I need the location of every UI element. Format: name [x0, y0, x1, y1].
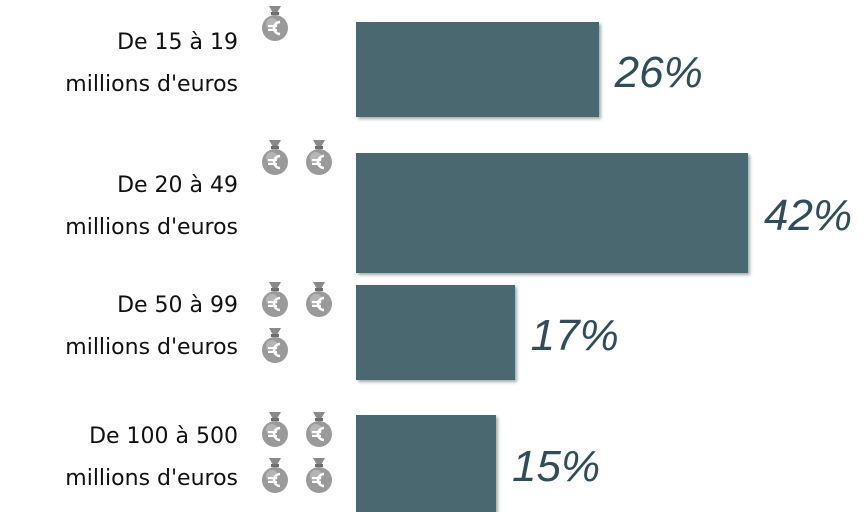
- money-bag-icon: [262, 282, 288, 317]
- bar: [356, 22, 599, 117]
- money-bag-icon: [306, 282, 332, 317]
- money-bag: [260, 138, 290, 176]
- money-bag-icon: [262, 140, 288, 175]
- money-bag-icon: [262, 458, 288, 493]
- value-label: 26%: [614, 47, 703, 97]
- money-bag-icon: [262, 412, 288, 447]
- category-label: De 15 à 19 millions d'euros: [65, 29, 238, 97]
- money-bag-icon: [306, 458, 332, 493]
- money-bag: [260, 456, 290, 494]
- bar: [356, 415, 496, 512]
- bar: [356, 153, 748, 273]
- money-bag: [304, 410, 334, 448]
- money-bag-icon: [306, 412, 332, 447]
- money-bag: [260, 280, 290, 318]
- value-label: 42%: [764, 191, 853, 240]
- money-bag-icon: [262, 6, 288, 41]
- money-bag: [260, 326, 290, 364]
- money-bag-icon: [262, 328, 288, 363]
- money-bag-icon: [306, 140, 332, 175]
- money-bag: [304, 456, 334, 494]
- value-label: 17%: [530, 310, 619, 360]
- money-bag: [304, 138, 334, 176]
- category-label: De 50 à 99 millions d'euros: [65, 292, 238, 360]
- money-bag: [260, 4, 290, 42]
- money-bag: [260, 410, 290, 448]
- bar: [356, 285, 515, 380]
- value-label: 15%: [512, 441, 601, 491]
- category-label: De 20 à 49 millions d'euros: [65, 173, 238, 240]
- category-label: De 100 à 500 millions d'euros: [65, 423, 238, 491]
- money-bag: [304, 280, 334, 318]
